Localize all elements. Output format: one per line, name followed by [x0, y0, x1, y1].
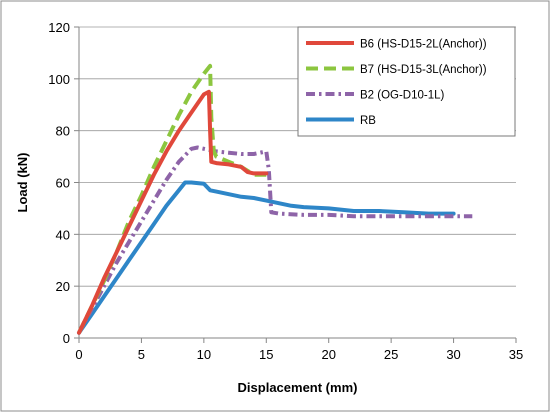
y-tick-label-100: 100 — [48, 72, 70, 87]
y-tick-label-40: 40 — [56, 227, 70, 242]
x-tick-label-0: 0 — [75, 347, 82, 362]
x-tick-label-25: 25 — [384, 347, 398, 362]
x-tick-label-10: 10 — [197, 347, 211, 362]
series-lines — [77, 63, 473, 335]
x-tick-label-20: 20 — [321, 347, 335, 362]
series-line-2 — [77, 63, 267, 334]
y-tick-label-20: 20 — [56, 279, 70, 294]
x-tick-label-15: 15 — [259, 347, 273, 362]
tick-labels: 0 20 40 60 80 100 120 0 5 10 15 20 25 30 35 — [48, 20, 523, 362]
x-tick-label-30: 30 — [446, 347, 460, 362]
y-axis-title: Load (kN) — [15, 153, 30, 213]
y-tick-label-80: 80 — [56, 124, 70, 139]
series-line-3 — [77, 145, 473, 334]
series-line-4 — [77, 180, 456, 335]
y-tick-label-0: 0 — [63, 331, 70, 346]
x-axis-title: Displacement (mm) — [238, 380, 358, 395]
x-tick-label-5: 5 — [138, 347, 145, 362]
legend: B6 (HS-D15-2L(Anchor)) B7 (HS-D15-3L(Anch… — [297, 26, 516, 137]
series-line-1 — [77, 89, 269, 335]
y-tick-label-120: 120 — [48, 20, 70, 35]
y-tick-label-60: 60 — [56, 176, 70, 191]
axes — [74, 26, 517, 343]
legend-label-3: B2 (OG-D10-1L) — [360, 90, 445, 102]
legend-label-2: B7 (HS-D15-3L(Anchor)) — [360, 64, 487, 76]
x-tick-label-35: 35 — [509, 347, 523, 362]
legend-label-1: B6 (HS-D15-2L(Anchor)) — [360, 39, 487, 51]
legend-label-4: RB — [360, 115, 376, 127]
